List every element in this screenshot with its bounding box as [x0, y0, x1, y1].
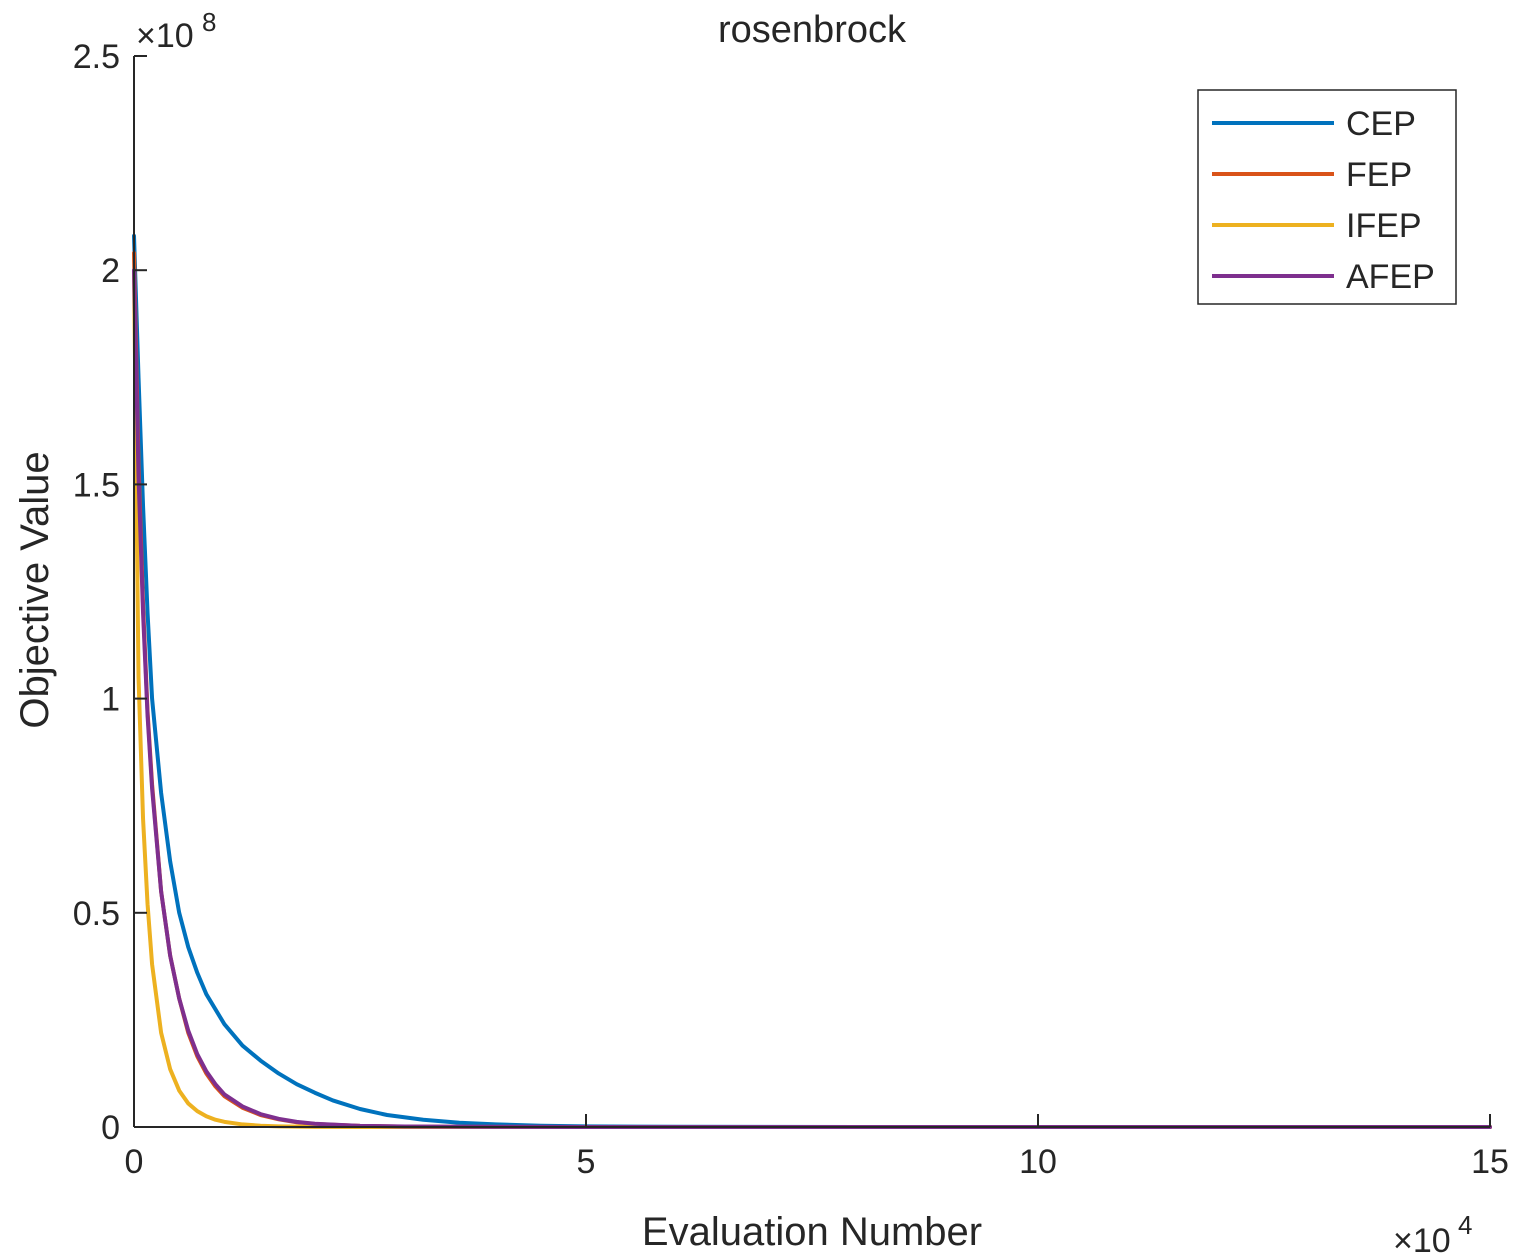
legend-label-cep: CEP [1346, 105, 1416, 143]
legend-label-ifep: IFEP [1346, 207, 1422, 245]
y-tick-label: 1.5 [73, 466, 120, 504]
y-tick-label: 0 [101, 1109, 120, 1147]
y-axis-label: Objective Value [13, 451, 57, 728]
x-exponent-label: ×10 4 [1393, 1210, 1472, 1257]
x-tick-label: 0 [125, 1143, 144, 1181]
y-tick-label: 1 [101, 681, 120, 719]
x-axis-label: Evaluation Number [642, 1210, 982, 1254]
y-tick-label: 2.5 [73, 38, 120, 76]
chart-title: rosenbrock [718, 9, 907, 51]
legend-label-afep: AFEP [1346, 258, 1435, 296]
x-ticks: 0 5 10 15 [125, 1114, 1509, 1181]
y-multiplier-text: ×10 [136, 17, 194, 55]
legend: CEP FEP IFEP AFEP [1197, 89, 1457, 305]
legend-entries: CEP FEP IFEP AFEP [1212, 105, 1435, 296]
y-exponent-label: ×10 8 [136, 7, 216, 55]
y-exponent-text: 8 [202, 7, 216, 37]
x-tick-label: 10 [1019, 1143, 1057, 1181]
axes-layer: 0 5 10 15 0 0.5 1 1.5 2 2.5 [73, 38, 1509, 1181]
x-exponent-text: 4 [1458, 1210, 1472, 1240]
x-tick-label: 5 [577, 1143, 596, 1181]
legend-label-fep: FEP [1346, 156, 1412, 194]
y-tick-label: 0.5 [73, 895, 120, 933]
x-multiplier-text: ×10 [1393, 1222, 1451, 1257]
y-tick-label: 2 [101, 252, 120, 290]
y-ticks: 0 0.5 1 1.5 2 2.5 [73, 38, 147, 1147]
x-tick-label: 15 [1471, 1143, 1509, 1181]
legend-box [1197, 89, 1457, 305]
